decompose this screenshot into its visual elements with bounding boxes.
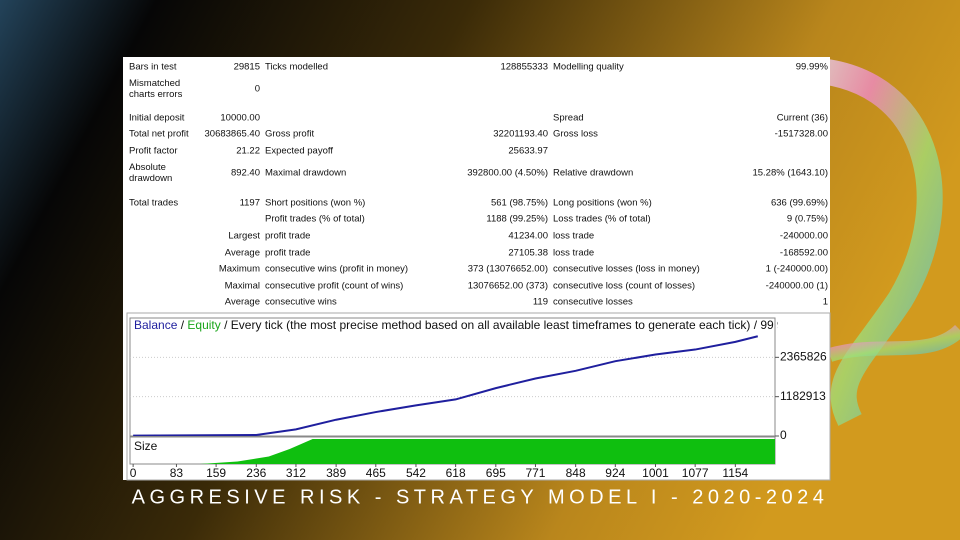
- table-cell: Long positions (won %): [553, 198, 652, 209]
- table-cell: 27105.38: [508, 248, 548, 259]
- x-tick-label: 465: [366, 466, 386, 480]
- table-cell: Mismatched: [129, 78, 180, 89]
- y-tick-label: 1182913: [780, 389, 826, 403]
- table-cell: consecutive loss (count of losses): [553, 281, 695, 292]
- x-tick-label: 236: [246, 466, 266, 480]
- table-cell: 25633.97: [508, 146, 548, 157]
- report-table: Bars in test 29815 Ticks modelled 128855333…: [129, 62, 829, 308]
- table-cell: 99.99%: [796, 62, 829, 73]
- table-cell: drawdown: [129, 173, 172, 184]
- x-tick-label: 1001: [642, 466, 669, 480]
- table-cell: Maximal: [225, 281, 260, 292]
- banner-title: AGGRESIVE RISK - STRATEGY MODEL I - 2020…: [132, 486, 829, 508]
- table-cell: Modelling quality: [553, 62, 624, 73]
- table-cell: Ticks modelled: [265, 62, 328, 73]
- decoration: [827, 324, 960, 362]
- table-cell: Largest: [228, 231, 260, 242]
- y-tick-label: 2365826: [780, 350, 827, 364]
- table-cell: consecutive losses: [553, 297, 633, 308]
- x-tick-label: 771: [525, 466, 545, 480]
- table-cell: consecutive wins: [265, 297, 337, 308]
- table-cell: 10000.00: [220, 113, 260, 124]
- legend-entry: Balance: [134, 318, 178, 332]
- table-cell: 9 (0.75%): [787, 214, 828, 225]
- table-cell: consecutive losses (loss in money): [553, 264, 700, 275]
- y-tick-label: 0: [780, 428, 787, 442]
- balance-line: [133, 335, 759, 436]
- table-cell: 21.22: [236, 146, 260, 157]
- x-tick-label: 924: [605, 466, 625, 480]
- chart: Balance / Equity / Every tick (the most …: [130, 318, 827, 480]
- table-cell: loss trade: [553, 248, 594, 259]
- x-tick-label: 695: [486, 466, 506, 480]
- table-cell: 636 (99.69%): [771, 198, 828, 209]
- table-cell: 892.40: [231, 168, 260, 179]
- separator: /: [181, 318, 185, 332]
- table-cell: loss trade: [553, 231, 594, 242]
- table-cell: 41234.00: [508, 231, 548, 242]
- table-cell: Loss trades (% of total): [553, 214, 651, 225]
- table-cell: 561 (98.75%): [491, 198, 548, 209]
- table-cell: 30683865.40: [205, 129, 260, 140]
- table-cell: Gross profit: [265, 129, 314, 140]
- decoration: [799, 57, 943, 426]
- table-cell: consecutive wins (profit in money): [265, 264, 408, 275]
- table-cell: -240000.00 (1): [766, 281, 828, 292]
- x-tick-label: 389: [326, 466, 346, 480]
- table-cell: Average: [225, 297, 260, 308]
- table-cell: charts errors: [129, 89, 183, 100]
- table-cell: -168592.00: [780, 248, 828, 259]
- table-cell: Maximum: [219, 264, 260, 275]
- table-cell: Profit trades (% of total): [265, 214, 365, 225]
- x-tick-label: 1077: [682, 466, 709, 480]
- table-cell: Relative drawdown: [553, 168, 633, 179]
- table-cell: Profit factor: [129, 146, 178, 157]
- table-cell: -1517328.00: [775, 129, 828, 140]
- table-cell: 0: [255, 84, 260, 95]
- size-area: [199, 439, 775, 464]
- table-cell: Initial deposit: [129, 113, 185, 124]
- table-cell: 119: [533, 297, 548, 308]
- table-cell: 392800.00 (4.50%): [467, 168, 548, 179]
- table-cell: -240000.00: [780, 231, 828, 242]
- table-cell: Gross loss: [553, 129, 598, 140]
- chart-subtitle: / Every tick (the most precise method ba…: [224, 318, 784, 332]
- table-cell: Expected payoff: [265, 146, 333, 157]
- table-cell: 29815: [234, 62, 260, 73]
- table-cell: 15.28% (1643.10): [752, 168, 828, 179]
- x-tick-label: 848: [566, 466, 586, 480]
- x-tick-label: 542: [406, 466, 426, 480]
- x-tick-label: 159: [206, 466, 226, 480]
- table-cell: Short positions (won %): [265, 198, 365, 209]
- table-cell: Bars in test: [129, 62, 177, 73]
- table-cell: Total net profit: [129, 129, 189, 140]
- plot-area: [129, 317, 776, 437]
- table-cell: 1: [823, 297, 828, 308]
- table-cell: Total trades: [129, 198, 178, 209]
- table-cell: consecutive profit (count of wins): [265, 281, 403, 292]
- x-tick-label: 0: [130, 466, 137, 480]
- table-cell: 128855333: [500, 62, 548, 73]
- table-cell: profit trade: [265, 248, 310, 259]
- x-tick-label: 312: [286, 466, 306, 480]
- x-tick-label: 83: [170, 466, 184, 480]
- table-cell: 1 (-240000.00): [766, 264, 828, 275]
- table-cell: 1188 (99.25%): [486, 214, 548, 225]
- table-cell: profit trade: [265, 231, 310, 242]
- table-cell: 1197: [240, 198, 260, 209]
- table-cell: 373 (13076652.00): [468, 264, 548, 275]
- table-cell: Absolute: [129, 162, 166, 173]
- legend-entry: Equity: [187, 318, 220, 332]
- x-tick-label: 618: [446, 466, 466, 480]
- x-tick-label: 1154: [722, 466, 748, 480]
- table-cell: Current (36): [777, 113, 828, 124]
- size-label: Size: [134, 439, 158, 453]
- table-cell: Spread: [553, 113, 584, 124]
- table-cell: 32201193.40: [493, 129, 548, 140]
- table-cell: Average: [225, 248, 260, 259]
- table-cell: Maximal drawdown: [265, 168, 346, 179]
- table-cell: 13076652.00 (373): [468, 281, 548, 292]
- chart-header: Balance / Equity / Every tick (the most …: [134, 318, 784, 332]
